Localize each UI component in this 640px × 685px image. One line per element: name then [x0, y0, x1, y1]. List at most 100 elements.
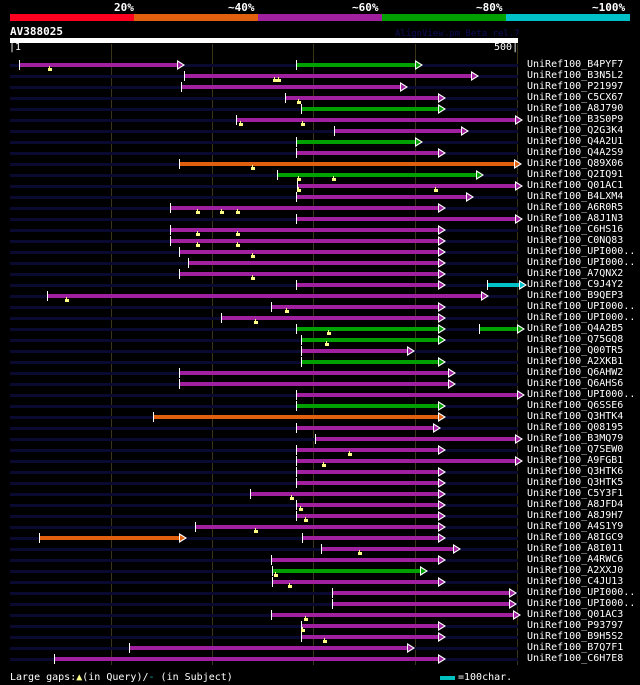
hsp-bar[interactable] — [47, 294, 482, 298]
hit-row[interactable]: UniRef100_UPI000.. — [0, 587, 640, 599]
hsp-bar[interactable] — [296, 448, 438, 452]
hit-label[interactable]: UniRef100_UPI000.. — [527, 301, 636, 312]
hit-label[interactable]: UniRef100_Q75GQ8 — [527, 334, 624, 345]
hit-label[interactable]: UniRef100_Q2IQ91 — [527, 169, 624, 180]
hit-row[interactable]: UniRef100_Q00TR5 — [0, 345, 640, 357]
hsp-bar[interactable] — [188, 261, 438, 265]
hit-label[interactable]: UniRef100_A4RWC6 — [527, 554, 624, 565]
hit-row[interactable]: UniRef100_UPI000.. — [0, 257, 640, 269]
hsp-bar[interactable] — [297, 184, 515, 188]
hit-label[interactable]: UniRef100_B3N5L2 — [527, 70, 624, 81]
hit-label[interactable]: UniRef100_Q4A2B5 — [527, 323, 624, 334]
hit-label[interactable]: UniRef100_UPI000.. — [527, 257, 636, 268]
hsp-bar[interactable] — [296, 327, 438, 331]
hsp-bar[interactable] — [296, 393, 517, 397]
hit-row[interactable]: UniRef100_UPI000.. — [0, 598, 640, 610]
hsp-bar[interactable] — [296, 140, 416, 144]
hit-label[interactable]: UniRef100_UPI000.. — [527, 312, 636, 323]
hit-row[interactable]: UniRef100_Q4A2B5 — [0, 323, 640, 335]
hit-row[interactable]: UniRef100_B3MQ79 — [0, 433, 640, 445]
hsp-bar[interactable] — [184, 74, 472, 78]
hit-row[interactable]: UniRef100_A6R0R5 — [0, 202, 640, 214]
hsp-bar[interactable] — [154, 415, 438, 419]
hsp-bar[interactable] — [333, 591, 509, 595]
hsp-bar[interactable] — [272, 558, 438, 562]
hit-label[interactable]: UniRef100_P93797 — [527, 620, 624, 631]
hit-label[interactable]: UniRef100_C9J4Y2 — [527, 279, 624, 290]
hit-label[interactable]: UniRef100_A6R0R5 — [527, 202, 624, 213]
hit-row[interactable]: UniRef100_Q3HTK6 — [0, 466, 640, 478]
hsp-bar[interactable] — [296, 404, 438, 408]
hit-label[interactable]: UniRef100_C5CX67 — [527, 92, 624, 103]
hit-label[interactable]: UniRef100_B7Q7F1 — [527, 642, 624, 653]
hsp-bar[interactable] — [301, 338, 438, 342]
hsp-bar[interactable] — [333, 602, 509, 606]
hsp-bar[interactable] — [273, 569, 421, 573]
hsp-bar[interactable] — [296, 195, 467, 199]
hit-label[interactable]: UniRef100_Q08195 — [527, 422, 624, 433]
hit-row[interactable]: UniRef100_A4RWC6 — [0, 554, 640, 566]
hit-label[interactable]: UniRef100_B9QEP3 — [527, 290, 624, 301]
hit-label[interactable]: UniRef100_UPI000.. — [527, 246, 636, 257]
hit-label[interactable]: UniRef100_Q2G3K4 — [527, 125, 624, 136]
hit-label[interactable]: UniRef100_P21997 — [527, 81, 624, 92]
hit-label[interactable]: UniRef100_C0NQ83 — [527, 235, 624, 246]
hit-label[interactable]: UniRef100_A9FGB1 — [527, 455, 624, 466]
hit-row[interactable]: UniRef100_Q4A2U1 — [0, 136, 640, 148]
hsp-bar[interactable] — [179, 382, 448, 386]
hsp-bar[interactable] — [480, 327, 517, 331]
hsp-bar[interactable] — [179, 250, 438, 254]
hit-label[interactable]: UniRef100_A8I011 — [527, 543, 624, 554]
hsp-bar[interactable] — [296, 503, 438, 507]
hit-label[interactable]: UniRef100_C6H7E8 — [527, 653, 624, 664]
hsp-bar[interactable] — [315, 437, 515, 441]
hsp-bar[interactable] — [272, 613, 513, 617]
hit-row[interactable]: UniRef100_B3S0P9 — [0, 114, 640, 126]
hit-label[interactable]: UniRef100_Q89X06 — [527, 158, 624, 169]
hit-row[interactable]: UniRef100_Q89X06 — [0, 158, 640, 170]
hit-label[interactable]: UniRef100_Q3HTK4 — [527, 411, 624, 422]
hit-label[interactable]: UniRef100_Q01AC3 — [527, 609, 624, 620]
hit-label[interactable]: UniRef100_UPI000.. — [527, 598, 636, 609]
hsp-bar[interactable] — [296, 470, 438, 474]
hit-row[interactable]: UniRef100_B4PYF7 — [0, 59, 640, 71]
hit-row[interactable]: UniRef100_B9H5S2 — [0, 631, 640, 643]
hsp-bar[interactable] — [170, 228, 438, 232]
hit-label[interactable]: UniRef100_Q00TR5 — [527, 345, 624, 356]
hit-label[interactable]: UniRef100_A2XKB1 — [527, 356, 624, 367]
hsp-bar[interactable] — [296, 481, 438, 485]
hit-row[interactable]: UniRef100_Q01AC1 — [0, 180, 640, 192]
hit-row[interactable]: UniRef100_Q7SEW0 — [0, 444, 640, 456]
hsp-bar[interactable] — [296, 514, 438, 518]
hsp-bar[interactable] — [296, 63, 416, 67]
hsp-bar[interactable] — [321, 547, 453, 551]
hsp-bar[interactable] — [170, 206, 438, 210]
hsp-bar[interactable] — [250, 492, 438, 496]
hit-label[interactable]: UniRef100_UPI000.. — [527, 389, 636, 400]
hsp-bar[interactable] — [286, 96, 438, 100]
hit-label[interactable]: UniRef100_Q3HTK6 — [527, 466, 624, 477]
hit-row[interactable]: UniRef100_C0NQ83 — [0, 235, 640, 247]
hit-row[interactable]: UniRef100_B7Q7F1 — [0, 642, 640, 654]
hit-row[interactable]: UniRef100_A8J1N3 — [0, 213, 640, 225]
hit-row[interactable]: UniRef100_Q75GQ8 — [0, 334, 640, 346]
hsp-bar[interactable] — [301, 624, 438, 628]
hsp-bar[interactable] — [179, 371, 448, 375]
hit-row[interactable]: UniRef100_Q6AHW2 — [0, 367, 640, 379]
hsp-bar[interactable] — [296, 426, 433, 430]
hsp-bar[interactable] — [278, 173, 477, 177]
hit-row[interactable]: UniRef100_Q3HTK5 — [0, 477, 640, 489]
hit-label[interactable]: UniRef100_B4PYF7 — [527, 59, 624, 70]
hsp-bar[interactable] — [54, 657, 438, 661]
hit-row[interactable]: UniRef100_Q3HTK4 — [0, 411, 640, 423]
hit-label[interactable]: UniRef100_UPI000.. — [527, 587, 636, 598]
hit-row[interactable]: UniRef100_Q08195 — [0, 422, 640, 434]
hit-label[interactable]: UniRef100_B9H5S2 — [527, 631, 624, 642]
hit-row[interactable]: UniRef100_B3N5L2 — [0, 70, 640, 82]
hsp-bar[interactable] — [335, 129, 462, 133]
hsp-bar[interactable] — [195, 525, 438, 529]
hit-row[interactable]: UniRef100_UPI000.. — [0, 389, 640, 401]
hit-row[interactable]: UniRef100_P93797 — [0, 620, 640, 632]
hit-row[interactable]: UniRef100_B9QEP3 — [0, 290, 640, 302]
hit-row[interactable]: UniRef100_A8J790 — [0, 103, 640, 115]
